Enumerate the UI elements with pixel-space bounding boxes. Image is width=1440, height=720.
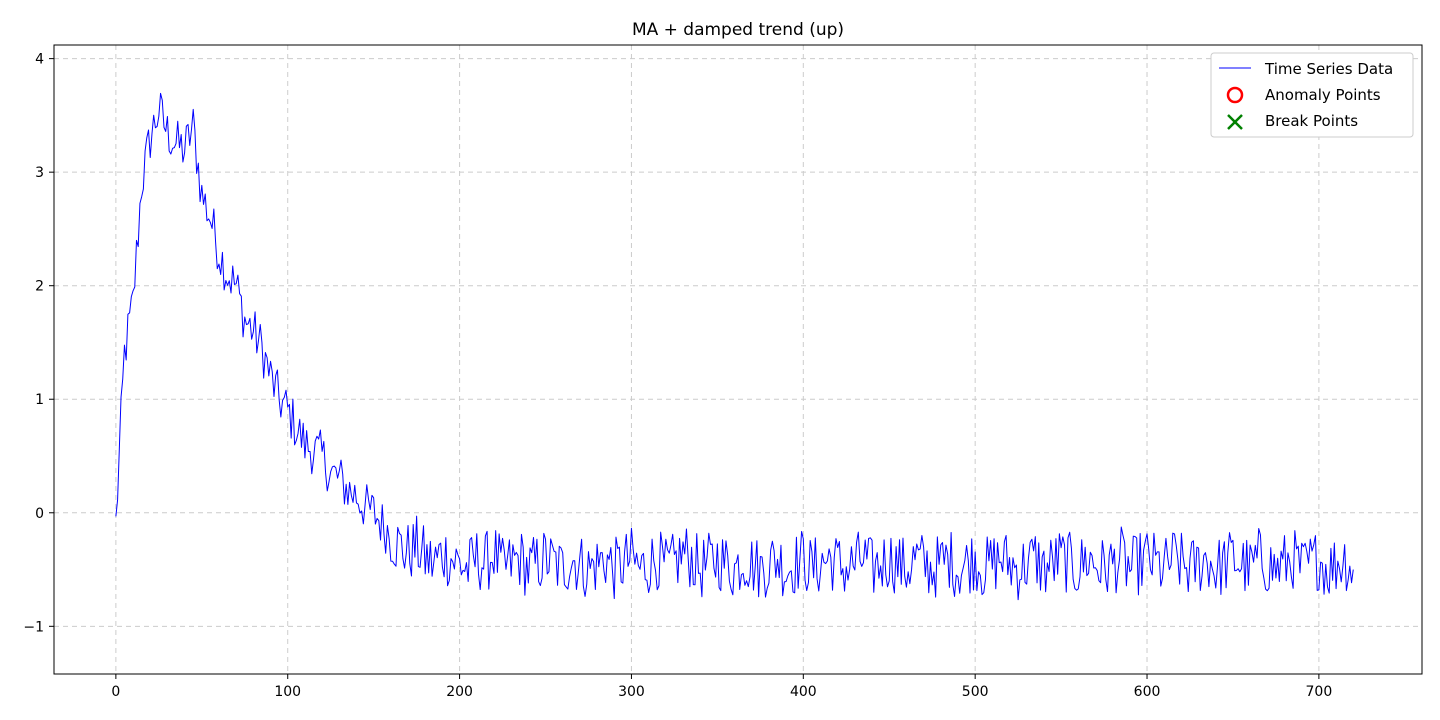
y-tick-label: 2: [35, 279, 44, 295]
legend-label-series: Time Series Data: [1264, 60, 1393, 78]
x-tick-label: 300: [618, 684, 645, 700]
y-axis: −1 0 1 2 3 4: [23, 52, 54, 635]
break-marker-icon: [1227, 114, 1243, 130]
series-line: [115, 92, 1354, 601]
legend-box: [1210, 52, 1414, 138]
x-tick-label: 700: [1306, 684, 1333, 700]
series-layer: [115, 92, 1354, 601]
x-tick-label: 600: [1134, 684, 1161, 700]
y-tick-label: 4: [35, 52, 44, 68]
grid-layer: [54, 45, 1422, 674]
legend: Time Series Data Anomaly Points Break Po…: [1210, 52, 1414, 138]
x-axis: 0 100 200 300 400 500 600 700: [111, 674, 1332, 700]
legend-label-break: Break Points: [1265, 112, 1358, 130]
y-tick-label: 0: [35, 506, 44, 522]
anomaly-marker-icon: [1226, 86, 1244, 104]
x-tick-label: 400: [790, 684, 817, 700]
plot-frame: [53, 44, 1423, 675]
x-tick-label: 200: [446, 684, 473, 700]
x-tick-label: 0: [111, 684, 120, 700]
y-tick-label: 3: [35, 165, 44, 181]
x-tick-label: 500: [962, 684, 989, 700]
y-tick-label: −1: [23, 619, 44, 635]
legend-label-anomaly: Anomaly Points: [1265, 86, 1381, 104]
y-tick-label: 1: [35, 392, 44, 408]
x-tick-label: 100: [274, 684, 301, 700]
chart-title: MA + damped trend (up): [632, 20, 844, 40]
